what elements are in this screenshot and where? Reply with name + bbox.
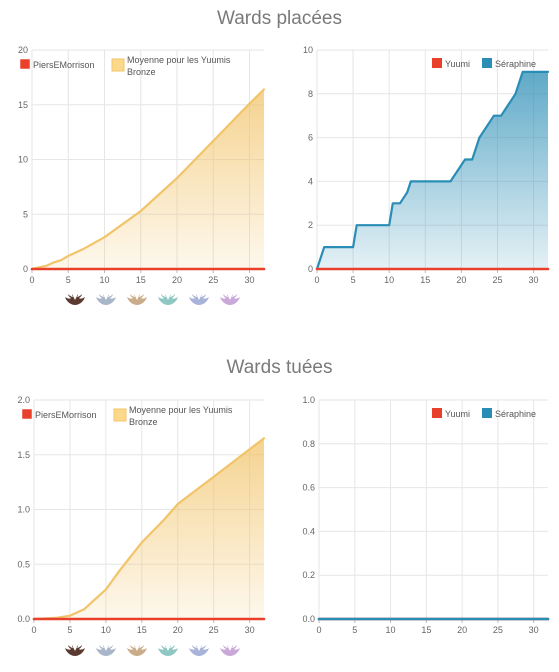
series-area	[32, 89, 264, 270]
diamond-rank-icon[interactable]	[219, 292, 241, 308]
gold-rank-icon[interactable]	[157, 292, 179, 308]
y-tick-label: 0	[308, 264, 313, 274]
y-tick-label: 1.0	[17, 505, 30, 515]
section-title-wards-placed: Wards placées	[217, 8, 342, 29]
legend-label[interactable]: PiersEMorrison	[35, 410, 97, 420]
iron-rank-icon[interactable]	[64, 643, 86, 659]
legend-swatch[interactable]	[19, 58, 31, 70]
wards-placed-average-chart: 0 5 10 15 20 0 5 10 15 20 25 30 PiersEMorrison Moyenn…	[18, 45, 266, 285]
y-tick-label: 2	[308, 220, 313, 230]
legend-swatch[interactable]	[482, 408, 492, 418]
y-tick-label: 0.4	[302, 526, 315, 536]
wards-killed-average-chart: 0.0 0.5 1.0 1.5 2.0 0 5 10 15 20 25 30 PiersEMorriso…	[17, 395, 266, 635]
x-tick-label: 30	[244, 275, 254, 285]
silver-rank-icon[interactable]	[126, 643, 148, 659]
x-tick-label: 10	[101, 625, 111, 635]
x-tick-label: 5	[352, 625, 357, 635]
y-tick-label: 0.8	[302, 439, 315, 449]
x-tick-label: 25	[492, 275, 502, 285]
section-title-wards-killed: Wards tuées	[226, 357, 333, 378]
iron-rank-icon[interactable]	[64, 292, 86, 308]
gold-rank-icon[interactable]	[157, 643, 179, 659]
legend-label[interactable]: Moyenne pour les Yuumis Bronze	[127, 55, 231, 77]
y-tick-label: 4	[308, 176, 313, 186]
rank-filter-row-top	[64, 292, 241, 308]
bronze-rank-icon[interactable]	[95, 292, 117, 308]
x-tick-label: 30	[529, 275, 539, 285]
x-tick-label: 15	[136, 275, 146, 285]
y-tick-label: 0.5	[17, 559, 30, 569]
legend-swatch[interactable]	[432, 58, 442, 68]
legend-label[interactable]: Moyenne pour les Yuumis Bronze	[129, 405, 233, 427]
chart-legend: PiersEMorrison Moyenne pour les Yuumis Bro…	[21, 405, 233, 427]
x-tick-label: 0	[314, 275, 319, 285]
x-tick-label: 20	[172, 275, 182, 285]
legend-label[interactable]: PiersEMorrison	[33, 60, 95, 70]
y-tick-label: 20	[18, 45, 28, 55]
x-tick-label: 25	[208, 275, 218, 285]
legend-label[interactable]: Yuumi	[445, 59, 470, 69]
diamond-rank-icon[interactable]	[219, 643, 241, 659]
series-line	[32, 437, 266, 621]
x-tick-label: 30	[245, 625, 255, 635]
chart-legend: PiersEMorrison Moyenne pour les Yuumis Bro…	[19, 55, 231, 77]
y-tick-label: 10	[303, 45, 313, 55]
legend-swatch[interactable]	[111, 58, 125, 72]
legend-swatch[interactable]	[21, 408, 33, 420]
y-tick-label: 5	[23, 209, 28, 219]
x-tick-label: 0	[29, 275, 34, 285]
series-line	[315, 70, 550, 271]
x-tick-label: 15	[421, 625, 431, 635]
bronze-rank-icon[interactable]	[95, 643, 117, 659]
legend-swatch[interactable]	[432, 408, 442, 418]
y-tick-label: 15	[18, 100, 28, 110]
y-tick-label: 1.5	[17, 450, 30, 460]
y-tick-label: 0.0	[302, 614, 315, 624]
series-line	[30, 88, 266, 271]
legend-label[interactable]: Séraphine	[495, 409, 536, 419]
y-tick-label: 2.0	[17, 395, 30, 405]
x-tick-label: 10	[386, 625, 396, 635]
rank-filter-row-bottom	[64, 643, 241, 659]
x-tick-label: 5	[67, 625, 72, 635]
x-tick-label: 5	[66, 275, 71, 285]
silver-rank-icon[interactable]	[126, 292, 148, 308]
x-tick-label: 15	[137, 625, 147, 635]
y-tick-label: 0.2	[302, 570, 315, 580]
platinum-rank-icon[interactable]	[188, 292, 210, 308]
y-tick-label: 6	[308, 133, 313, 143]
x-tick-label: 25	[493, 625, 503, 635]
legend-label[interactable]: Séraphine	[495, 59, 536, 69]
y-tick-label: 8	[308, 89, 313, 99]
legend-swatch[interactable]	[113, 408, 127, 422]
x-tick-label: 20	[456, 275, 466, 285]
x-tick-label: 30	[529, 625, 539, 635]
wards-killed-champion-chart: 0.0 0.2 0.4 0.6 0.8 1.0 0 5 10 15 20 25 30 Yuumi Sérap…	[302, 395, 550, 635]
platinum-rank-icon[interactable]	[188, 643, 210, 659]
x-tick-label: 5	[351, 275, 356, 285]
wards-placed-champion-chart: 0 2 4 6 8 10 0 5 10 15 20 25 30 Yuumi Séraphine	[303, 45, 550, 285]
legend-swatch[interactable]	[482, 58, 492, 68]
y-tick-label: 1.0	[302, 395, 315, 405]
chart-legend: Yuumi Séraphine	[432, 408, 536, 419]
x-tick-label: 10	[384, 275, 394, 285]
x-tick-label: 15	[420, 275, 430, 285]
x-tick-label: 25	[209, 625, 219, 635]
legend-label[interactable]: Yuumi	[445, 409, 470, 419]
x-tick-label: 0	[316, 625, 321, 635]
y-tick-label: 0	[23, 264, 28, 274]
x-tick-label: 0	[31, 625, 36, 635]
y-tick-label: 10	[18, 155, 28, 165]
y-tick-label: 0.0	[17, 614, 30, 624]
y-tick-label: 0.6	[302, 483, 315, 493]
chart-legend: Yuumi Séraphine	[432, 58, 536, 69]
series-area	[317, 71, 548, 270]
x-tick-label: 20	[457, 625, 467, 635]
x-tick-label: 20	[173, 625, 183, 635]
x-tick-label: 10	[99, 275, 109, 285]
